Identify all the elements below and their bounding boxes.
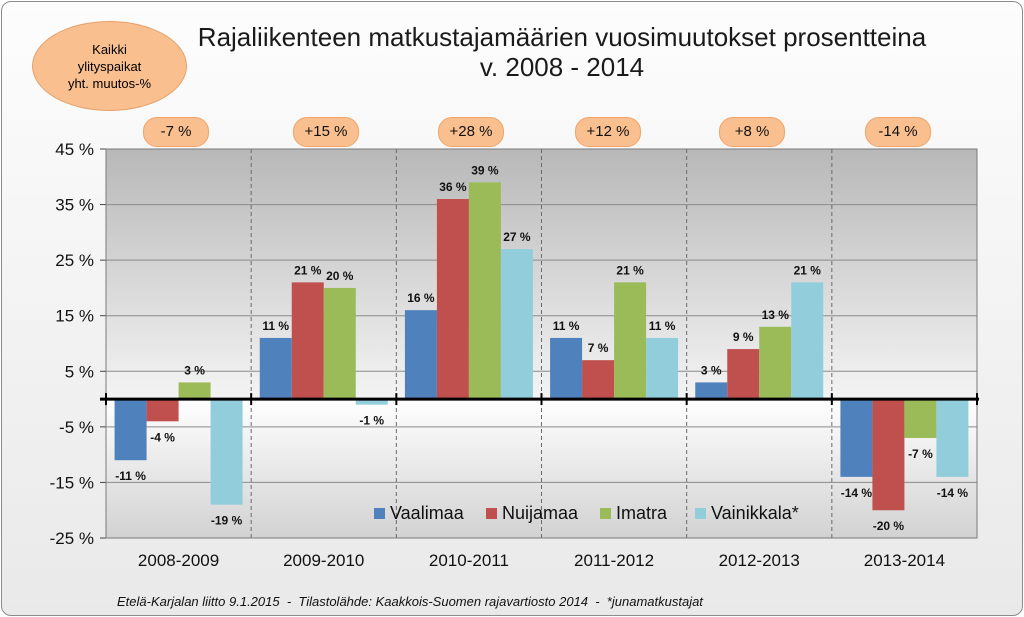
data-label: 13 % (762, 308, 790, 322)
data-label: 11 % (262, 319, 289, 333)
data-label: 21 % (794, 263, 822, 277)
x-category-label: 2012-2013 (719, 551, 800, 570)
bar (904, 399, 937, 438)
data-label: -14 % (841, 486, 873, 500)
bar (323, 287, 356, 400)
total-change-badge: +28 % (438, 117, 504, 147)
total-change-badge: -7 % (143, 117, 209, 147)
data-label: -14 % (937, 486, 969, 500)
oval-line-2: ylityspaikat (77, 58, 142, 74)
total-change-badge: +12 % (575, 117, 641, 147)
data-label: 36 % (439, 180, 467, 194)
y-tick-label: 15 % (55, 307, 94, 326)
data-label: 27 % (503, 230, 531, 244)
bar (550, 337, 583, 400)
data-label: 39 % (471, 163, 499, 177)
data-label: 21 % (294, 263, 322, 277)
x-category-label: 2008-2009 (138, 551, 219, 570)
bar (355, 399, 388, 405)
data-label: -1 % (359, 414, 384, 428)
bar (500, 249, 533, 400)
y-tick-label: 45 % (55, 140, 94, 159)
bar (259, 337, 292, 400)
data-label: 16 % (407, 291, 435, 305)
bar (436, 199, 469, 400)
total-change-badge: +8 % (719, 117, 785, 147)
data-label: -4 % (150, 430, 175, 444)
total-change-oval: Kaikki ylityspaikat yht. muutos-% (32, 21, 187, 111)
bar (727, 349, 760, 400)
chart-title-line-2: v. 2008 - 2014 (479, 52, 645, 82)
bar (210, 399, 243, 505)
source-note: Etelä-Karjalan liitto 9.1.2015 - Tilasto… (117, 594, 703, 609)
data-label: 7 % (588, 341, 609, 355)
plot-background-upper (106, 149, 977, 400)
data-label: -11 % (115, 469, 146, 483)
x-category-label: 2010-2011 (429, 551, 509, 570)
oval-line-3: yht. muutos-% (67, 75, 152, 91)
data-label: 20 % (326, 269, 354, 283)
y-tick-label: -15 % (50, 473, 94, 492)
data-label: -19 % (211, 514, 243, 528)
chart-title-line-1: Rajaliikenteen matkustajamäärien vuosimu… (197, 22, 927, 52)
legend-swatch (695, 508, 706, 519)
data-label: 9 % (733, 330, 754, 344)
data-label: -20 % (873, 519, 905, 533)
bar (872, 399, 905, 511)
bar (695, 382, 728, 400)
y-tick-label: 5 % (65, 362, 94, 381)
bar (582, 360, 615, 400)
legend-label: Nuijamaa (502, 503, 579, 523)
bar (936, 399, 969, 477)
total-change-badge: -14 % (865, 117, 931, 147)
legend-label: Imatra (616, 503, 668, 523)
legend-label: Vaalimaa (390, 503, 465, 523)
data-label: 3 % (701, 363, 722, 377)
data-label: 11 % (649, 319, 676, 333)
total-change-badge: +15 % (293, 117, 359, 147)
legend-swatch (486, 508, 497, 519)
x-category-label: 2009-2010 (283, 551, 364, 570)
data-label: -7 % (908, 447, 933, 461)
bar (614, 282, 647, 400)
legend-swatch (600, 508, 611, 519)
bar (646, 337, 679, 400)
bar (146, 399, 179, 422)
bar (404, 310, 437, 400)
y-tick-label: -5 % (59, 418, 94, 437)
plot-border (105, 148, 978, 539)
y-tick-label: 35 % (55, 196, 94, 215)
data-label: 21 % (616, 263, 644, 277)
bar (291, 282, 324, 400)
bar (840, 399, 873, 477)
x-category-label: 2013-2014 (864, 551, 945, 570)
oval-line-1: Kaikki (92, 41, 127, 57)
legend-label: Vainikkala* (711, 503, 799, 523)
bar (759, 326, 792, 400)
legend-swatch (374, 508, 385, 519)
y-tick-label: 25 % (55, 251, 94, 270)
bar (468, 182, 501, 400)
bar (791, 282, 824, 400)
data-label: 3 % (184, 363, 205, 377)
bar (178, 382, 211, 400)
bar (114, 399, 147, 461)
y-tick-label: -25 % (50, 529, 94, 548)
x-category-label: 2011-2012 (574, 551, 654, 570)
data-label: 11 % (553, 319, 580, 333)
